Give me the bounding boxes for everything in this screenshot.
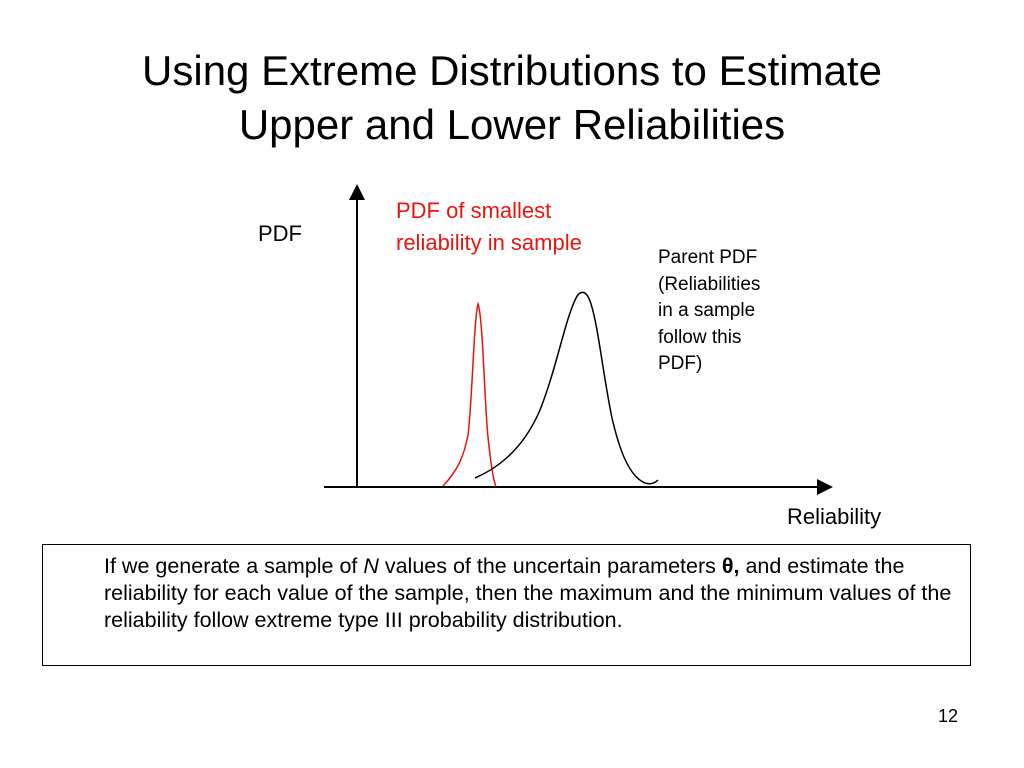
parent-pdf-curve xyxy=(474,291,659,485)
parent-pdf-label-line-1: Parent PDF xyxy=(658,247,758,268)
smallest-reliability-pdf-curve xyxy=(442,301,497,488)
explanation-part-3: and estimate the reliability for each va… xyxy=(104,554,952,632)
explanation-part-1: If we generate a sample of xyxy=(104,554,364,578)
parent-pdf-label: Parent PDF (Reliabilities in a sample fo… xyxy=(658,245,760,378)
parent-pdf-label-line-5: PDF) xyxy=(658,353,703,374)
explanation-part-2: values of the uncertain parameters xyxy=(378,554,722,578)
n-symbol: N xyxy=(363,554,379,578)
explanation-box: If we generate a sample of N values of t… xyxy=(42,544,971,666)
parent-pdf-label-line-3: in a sample xyxy=(658,300,756,321)
slide-title-line-1: Using Extreme Distributions to Estimate xyxy=(142,47,882,94)
smallest-reliability-label-line-1: PDF of smallest xyxy=(396,198,552,223)
parent-pdf-label-line-2: (Reliabilities xyxy=(658,273,761,295)
page-number: 12 xyxy=(938,706,959,726)
parent-pdf-label-line-4: follow this xyxy=(658,326,742,348)
y-axis-label: PDF xyxy=(258,221,302,246)
slide-title-line-2: Upper and Lower Reliabilities xyxy=(238,101,786,148)
slide-title: Using Extreme Distributions to Estimate … xyxy=(0,44,1024,152)
smallest-reliability-label: PDF of smallest reliability in sample xyxy=(396,195,582,259)
explanation-text: If we generate a sample of N values of t… xyxy=(104,553,964,634)
smallest-reliability-label-line-2: reliability in sample xyxy=(396,230,582,255)
theta-symbol: θ, xyxy=(721,554,740,578)
x-axis-label: Reliability xyxy=(787,504,882,529)
